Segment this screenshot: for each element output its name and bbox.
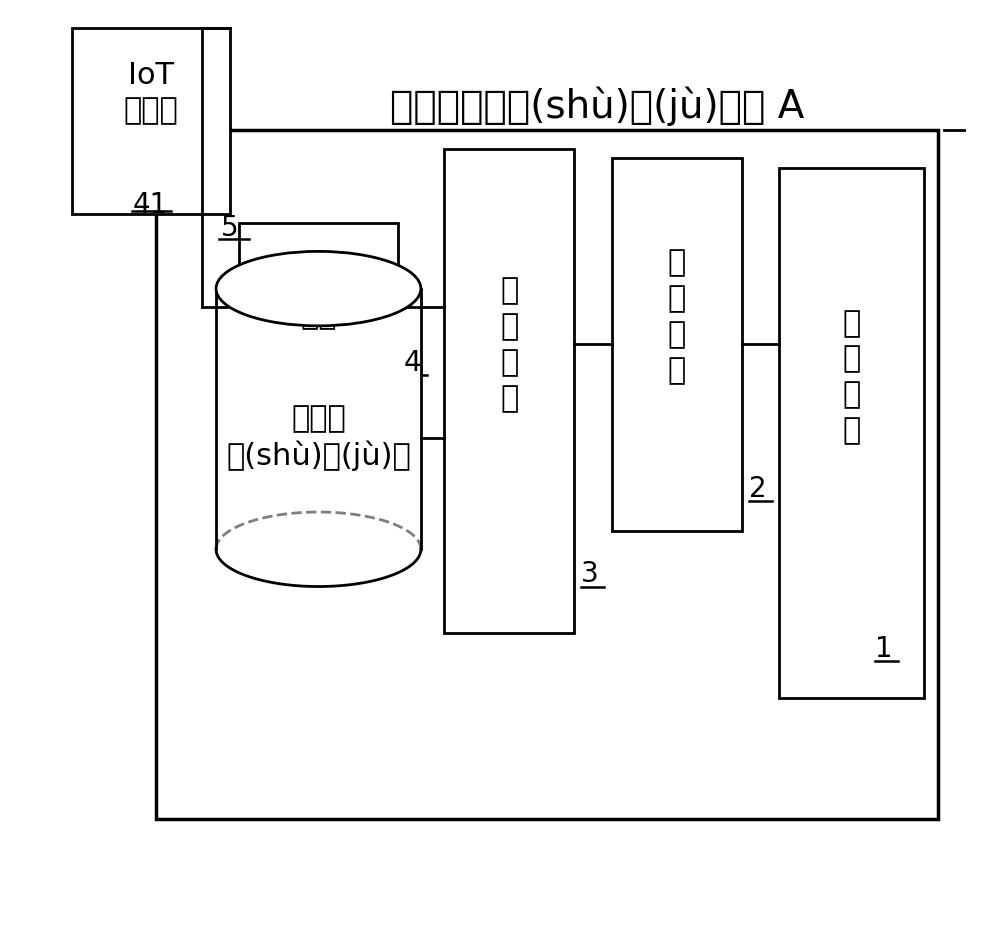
- FancyBboxPatch shape: [239, 223, 398, 391]
- Text: 改良式路由數(shù)據(jù)裝置 A: 改良式路由數(shù)據(jù)裝置 A: [390, 87, 805, 126]
- Text: 4: 4: [404, 349, 422, 377]
- Text: 41: 41: [132, 191, 168, 219]
- FancyBboxPatch shape: [156, 130, 938, 819]
- FancyBboxPatch shape: [444, 149, 574, 633]
- Text: 1: 1: [875, 635, 892, 663]
- Text: IoT
繼電器: IoT 繼電器: [123, 61, 178, 126]
- FancyBboxPatch shape: [216, 289, 421, 549]
- Text: 接
收
模
塊: 接 收 模 塊: [668, 249, 686, 385]
- Text: 通
訊
模
塊: 通 訊 模 塊: [842, 309, 861, 445]
- Text: 判
斷
模
塊: 判 斷 模 塊: [500, 277, 518, 412]
- Ellipse shape: [216, 251, 421, 326]
- Text: 白名單
數(shù)據(jù)庫: 白名單 數(shù)據(jù)庫: [226, 404, 411, 471]
- Text: 控制
模塊: 控制 模塊: [300, 265, 337, 331]
- FancyBboxPatch shape: [612, 158, 742, 531]
- FancyBboxPatch shape: [779, 168, 924, 698]
- Text: 5: 5: [221, 214, 238, 242]
- Text: 3: 3: [581, 560, 599, 588]
- Text: 2: 2: [749, 475, 766, 503]
- FancyBboxPatch shape: [72, 28, 230, 214]
